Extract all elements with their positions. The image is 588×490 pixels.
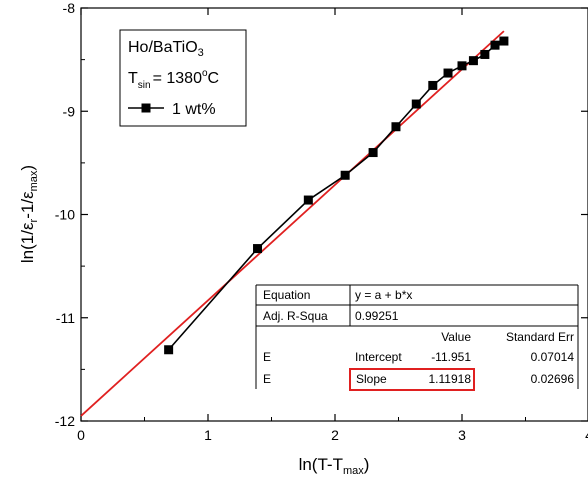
fit-table-cell: 0.07014 [531, 350, 575, 364]
data-point [391, 122, 401, 132]
x-tick-label: 2 [331, 427, 339, 443]
fit-table-cell: 0.99251 [355, 309, 399, 323]
data-point [428, 80, 438, 90]
legend-series-marker [141, 103, 151, 113]
fit-table-cell: Slope [356, 372, 387, 386]
y-tick-label: -10 [55, 207, 75, 223]
y-axis-title-sub-r: r [28, 218, 40, 222]
y-axis-title: ln(1/εr-1/εmax) [18, 165, 40, 263]
fit-table-cell: E [263, 372, 271, 386]
y-axis-title-sub-max: max [28, 170, 40, 191]
legend-sintering-text: Tsin = 1380oC [128, 68, 219, 91]
legend-sample-text: Ho/BaTiO3 [128, 39, 204, 59]
data-point [303, 195, 313, 205]
data-point [164, 345, 174, 355]
fit-table-cell: E [263, 350, 271, 364]
fit-table-cell: 1.11918 [429, 372, 472, 386]
legend-box [119, 29, 247, 127]
slope-highlight-box [349, 368, 475, 391]
legend-sample-subscript: 3 [198, 47, 204, 59]
fit-table-cell: -11.951 [431, 350, 471, 364]
data-point [499, 36, 509, 46]
axis-ticks: 0 1 2 3 4 -12 -11 -10 -9 -8 [55, 0, 588, 443]
x-tick-label: 0 [77, 427, 85, 443]
data-point [368, 148, 378, 158]
series-points [164, 36, 509, 355]
data-point [468, 56, 478, 66]
fit-table: Equation y = a + b*x Adj. R-Squa 0.99251… [255, 284, 579, 391]
legend-sintering-subscript: sin [138, 80, 151, 91]
legend-degree: o [202, 68, 208, 79]
legend: Ho/BaTiO3 Tsin = 1380oC 1 wt% [119, 29, 247, 127]
data-point [490, 40, 500, 50]
y-tick-label: -9 [63, 103, 76, 119]
y-tick-label: -8 [63, 0, 76, 16]
x-tick-label: 3 [458, 427, 466, 443]
legend-series-label: 1 wt% [172, 101, 216, 118]
x-tick-label: 1 [204, 427, 212, 443]
x-tick-label: 4 [585, 427, 588, 443]
data-point [457, 61, 467, 71]
x-axis-title: ln(T-Tmax) [299, 455, 370, 477]
x-axis-title-subscript: max [343, 465, 364, 477]
fit-table-cell: Intercept [355, 350, 402, 364]
y-tick-label: -11 [56, 310, 75, 326]
data-point [443, 68, 453, 78]
linear-fit-line [80, 30, 505, 417]
fit-table-cell: Standard Err [506, 330, 574, 344]
fit-table-cell: 0.02696 [531, 372, 575, 386]
fit-table-cell: y = a + b*x [355, 288, 412, 302]
data-point [340, 170, 350, 180]
fit-table-cell: Equation [263, 288, 310, 302]
fit-table-cell: Value [441, 330, 471, 344]
data-point [253, 244, 263, 254]
y-tick-label: -12 [55, 413, 75, 429]
data-point [411, 99, 421, 109]
data-point [480, 49, 490, 59]
fit-table-bg [256, 285, 578, 389]
fit-table-cell: Adj. R-Squa [263, 309, 328, 323]
